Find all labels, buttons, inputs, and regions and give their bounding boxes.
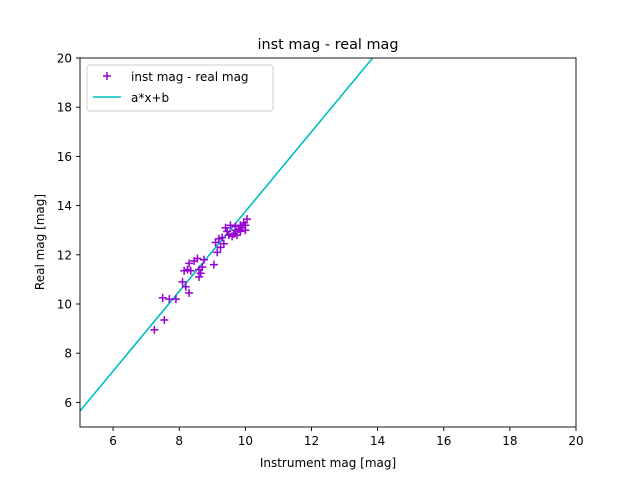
data-point (221, 223, 230, 232)
x-tick-label: 8 (175, 434, 183, 448)
x-tick-label: 14 (370, 434, 385, 448)
data-point (171, 295, 180, 304)
x-tick-label: 12 (304, 434, 319, 448)
y-tick-label: 12 (57, 248, 72, 262)
data-point (209, 260, 218, 269)
y-axis-ticks: 6 8 10 12 14 16 18 20 (57, 52, 80, 410)
x-tick-label: 6 (109, 434, 117, 448)
y-tick-label: 16 (57, 150, 72, 164)
legend-label-scatter: inst mag - real mag (131, 70, 249, 84)
data-point (185, 288, 194, 297)
data-point (226, 221, 235, 230)
data-point (195, 272, 204, 281)
plot-area (80, 58, 576, 427)
chart-title: inst mag - real mag (258, 37, 399, 53)
y-tick-label: 20 (57, 52, 72, 66)
data-point (213, 248, 222, 257)
y-axis-label: Real mag [mag] (33, 194, 47, 290)
y-tick-label: 10 (57, 298, 72, 312)
plot-frame (79, 57, 577, 428)
data-point (200, 255, 208, 264)
data-point (185, 259, 194, 268)
data-point (219, 239, 228, 248)
plot-marks (80, 58, 374, 412)
x-axis-label: Instrument mag [mag] (260, 456, 396, 470)
legend: inst mag - real mag a*x+b (86, 64, 274, 112)
x-axis-ticks: 6 8 10 12 14 16 18 20 (109, 427, 584, 448)
data-point (196, 269, 205, 278)
data-point (223, 227, 232, 236)
x-tick-label: 10 (238, 434, 253, 448)
x-tick-label: 20 (568, 434, 583, 448)
y-tick-label: 18 (57, 101, 72, 115)
legend-box (86, 64, 274, 112)
data-point (186, 266, 195, 275)
data-point (242, 215, 251, 224)
data-point (181, 282, 190, 291)
y-tick-label: 6 (64, 396, 72, 410)
data-point (241, 221, 250, 230)
x-tick-label: 18 (502, 434, 517, 448)
legend-marker-scatter (103, 72, 111, 80)
data-point (160, 315, 169, 324)
x-tick-label: 16 (436, 434, 451, 448)
data-point (198, 263, 207, 272)
data-point (178, 277, 187, 286)
legend-label-line: a*x+b (131, 91, 169, 105)
data-point (150, 325, 159, 334)
data-point (193, 254, 202, 263)
y-tick-label: 8 (64, 347, 72, 361)
data-point (218, 233, 227, 242)
y-tick-label: 14 (57, 199, 72, 213)
data-point (236, 227, 245, 236)
scatter-points (150, 215, 251, 334)
data-point (158, 293, 167, 302)
